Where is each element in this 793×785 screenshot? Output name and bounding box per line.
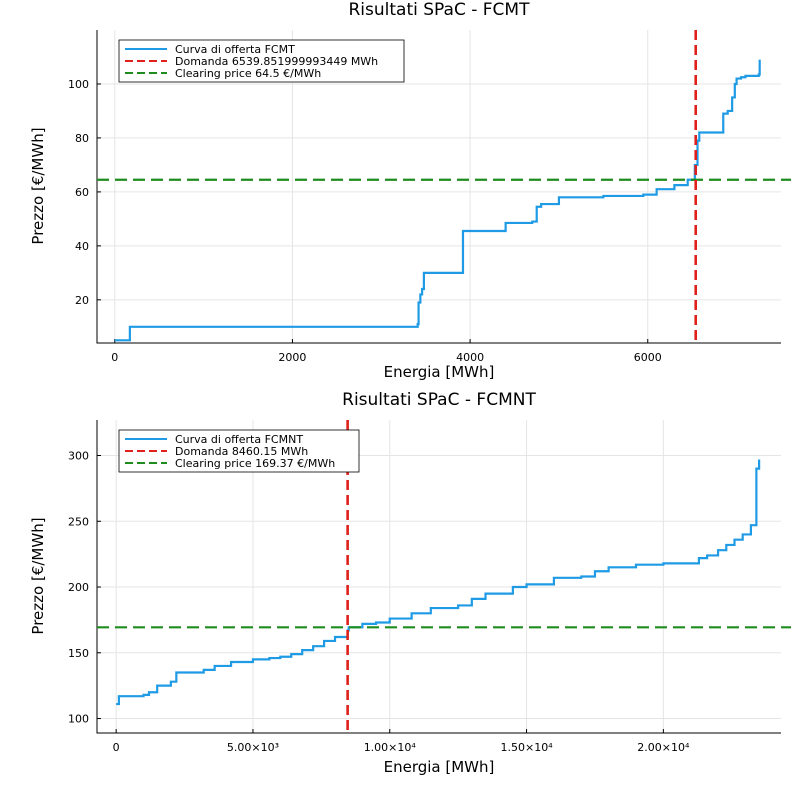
x-tick-label: 0 [111,351,118,364]
x-tick-label: 4000 [456,351,484,364]
chart-panel-fcmnt: Risultati SPaC - FCMNT 0 5.00×10³ 1.00×10⁴… [29,390,791,776]
y-tick-label: 300 [68,450,89,463]
grid [97,30,781,343]
x-tick-label: 1.50×10⁴ [500,741,553,754]
y-axis-label: Prezzo [€/MWh] [29,517,47,634]
x-tick-label: 2000 [278,351,306,364]
x-tick-label: 6000 [634,351,662,364]
y-tick-label: 60 [75,186,89,199]
y-tick-label: 150 [68,647,89,660]
chart-panel-fcmt: Risultati SPaC - FCMT 0 2000 4000 6000 20 40 6… [29,0,791,381]
supply-curve-line [114,59,761,342]
axis-frame [96,420,781,734]
series [97,30,791,343]
axis-frame [96,30,781,344]
x-tick-label: 0 [113,741,120,754]
x-tick-label: 5.00×10³ [227,741,279,754]
y-axis-label: Prezzo [€/MWh] [29,127,47,244]
y-tick-label: 200 [68,581,89,594]
legend-label: Curva di offerta FCMT [175,43,295,56]
x-axis-label: Energia [MWh] [384,758,495,776]
legend-label: Clearing price 169.37 €/MWh [175,457,335,470]
tick-labels: 0 2000 4000 6000 20 40 60 80 100 [68,78,662,364]
supply-curve-line [116,459,761,706]
y-tick-label: 40 [75,240,89,253]
chart-title: Risultati SPaC - FCMNT [342,390,536,410]
legend-box [118,429,360,473]
y-tick-label: 20 [75,294,89,307]
legend-label: Domanda 8460.15 MWh [175,445,308,458]
legend-label: Curva di offerta FCMNT [175,433,303,446]
x-axis-label: Energia [MWh] [384,363,495,381]
chart-title: Risultati SPaC - FCMT [349,0,531,20]
y-tick-label: 250 [68,515,89,528]
y-tick-label: 80 [75,132,89,145]
y-tick-label: 100 [68,78,89,91]
y-tick-label: 100 [68,713,89,726]
tick-labels: 0 5.00×10³ 1.00×10⁴ 1.50×10⁴ 2.00×10⁴ 100 150 2… [68,450,690,754]
x-tick-label: 1.00×10⁴ [364,741,417,754]
legend-label: Clearing price 64.5 €/MWh [175,67,321,80]
legend-label: Domanda 6539.851999993449 MWh [175,55,378,68]
grid [97,420,781,733]
x-tick-label: 2.00×10⁴ [637,741,690,754]
